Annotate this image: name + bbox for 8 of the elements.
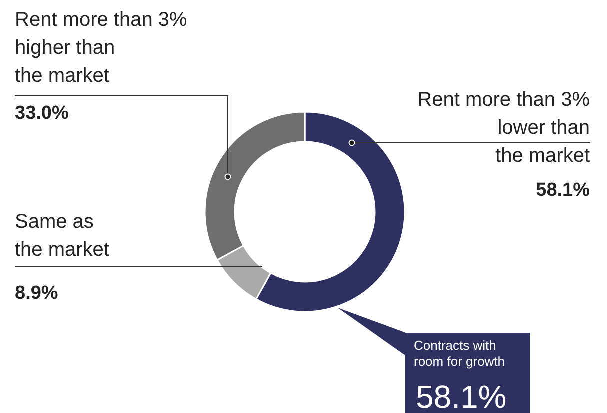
slice-label: Same as the market bbox=[15, 211, 110, 261]
text: 58.1% bbox=[416, 379, 507, 413]
data-label: 33.0% bbox=[15, 103, 69, 124]
slice-label: Rent more than 3% higher than the market bbox=[15, 9, 188, 87]
data-label: 8.9% bbox=[15, 283, 58, 304]
text: Contracts with room for growth bbox=[414, 338, 506, 369]
data-label: 58.1% bbox=[536, 180, 590, 201]
slice-label: Rent more than 3% lower than the market bbox=[418, 89, 590, 167]
